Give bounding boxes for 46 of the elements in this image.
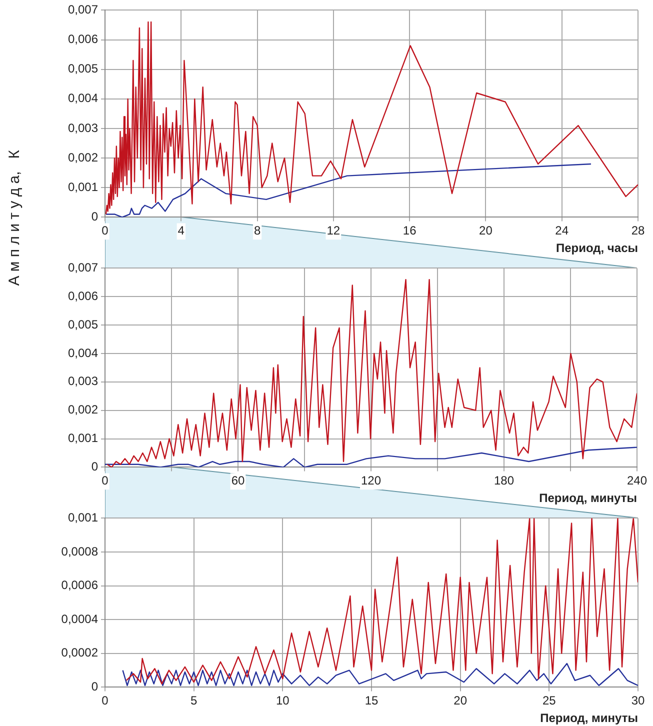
x-tick-label: 12 [326,224,340,238]
x-tick-label: 20 [479,224,493,238]
y-tick-label: 0,001 [68,510,98,525]
y-tick-label: 0 [91,460,98,474]
y-tick-label: 0,002 [68,150,98,164]
y-tick-label: 0 [91,680,98,694]
x-tick-label: 8 [254,224,261,238]
x-tick-label: 4 [178,224,185,238]
x-axis-title: Период, минуты [539,491,637,506]
x-tick-label: 240 [626,474,648,488]
y-tick-label: 0,0004 [61,612,98,626]
x-tick-label: 15 [364,694,378,708]
x-tick-label: 16 [402,224,417,238]
y-tick-label: 0,003 [68,374,98,388]
x-tick-label: 120 [360,474,382,488]
y-tick-label: 0,006 [68,288,98,303]
y-tick-label: 0,005 [68,62,98,76]
y-tick-label: 0,004 [68,346,98,360]
y-tick-label: 0,001 [68,180,98,194]
y-tick-label: 0,0008 [61,544,98,558]
x-tick-label: 180 [494,474,514,488]
x-axis-title: Период, часы [556,241,638,256]
y-tick-label: 0,007 [68,260,98,275]
y-tick-label: 0,003 [68,120,98,135]
y-tick-label: 0,002 [68,402,98,417]
x-tick-label: 0 [102,694,109,708]
x-tick-label: 60 [231,474,245,488]
x-tick-label: 25 [542,694,556,708]
x-tick-label: 10 [276,694,290,708]
x-tick-label: 20 [454,694,468,708]
y-tick-label: 0,0002 [61,646,98,660]
y-tick-label: 0,005 [68,317,98,332]
x-axis-title: Период, минуты [540,711,638,726]
y-axis-title: А м п л и т у д а, К [6,150,23,286]
x-tick-label: 30 [631,694,645,708]
y-tick-label: 0 [91,210,98,224]
y-tick-label: 0,004 [68,91,98,106]
x-tick-label: 24 [555,224,569,238]
x-tick-label: 28 [631,224,645,238]
x-tick-label: 5 [190,694,198,708]
x-tick-label: 0 [102,224,109,238]
y-tick-label: 0,006 [68,32,98,46]
x-tick-label: 0 [102,474,109,488]
y-tick-label: 0,0006 [61,578,98,592]
y-tick-label: 0,007 [68,2,98,17]
y-tick-label: 0,001 [68,431,98,446]
